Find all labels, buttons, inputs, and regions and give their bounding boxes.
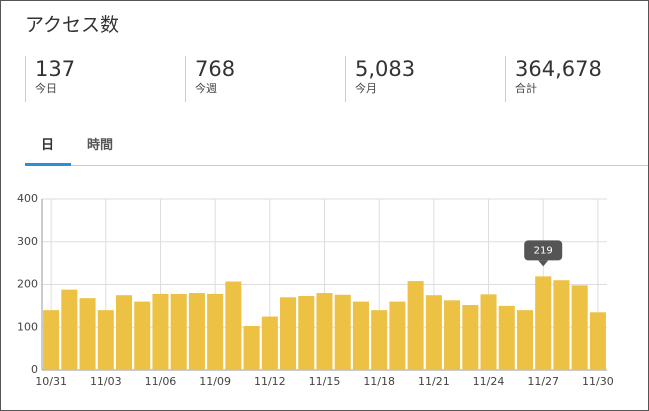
bar — [261, 316, 278, 370]
tab-divider — [25, 165, 648, 166]
bar — [480, 294, 497, 370]
x-tick-label: 11/12 — [254, 375, 286, 388]
bar — [553, 280, 570, 370]
bar — [334, 294, 351, 370]
page-title: アクセス数 — [25, 14, 120, 36]
bar — [589, 312, 606, 370]
stat-value: 364,678 — [515, 57, 602, 81]
bar — [188, 293, 205, 370]
bar — [462, 305, 479, 370]
x-tick-label: 11/09 — [199, 375, 231, 388]
stat-label: 今週 — [195, 82, 217, 95]
y-tick-label: 400 — [17, 192, 38, 205]
tab[interactable]: 時間 — [87, 138, 114, 153]
bar — [407, 281, 424, 370]
stat: 364,678 合計 — [505, 56, 645, 102]
tab-indicator — [25, 163, 71, 166]
x-tick-label: 11/18 — [363, 375, 395, 388]
bar — [97, 310, 114, 370]
bar — [243, 325, 260, 370]
bar — [571, 285, 588, 370]
y-tick-label: 200 — [17, 278, 38, 291]
bar — [516, 310, 534, 370]
bar — [61, 289, 78, 370]
bar — [352, 301, 369, 370]
stat-label: 合計 — [515, 82, 537, 95]
y-tick-label: 0 — [31, 363, 38, 376]
bar — [170, 293, 187, 370]
stat: 5,083 今月 — [345, 56, 505, 102]
stat-label: 今日 — [35, 82, 57, 95]
bar — [298, 296, 315, 370]
bar — [444, 300, 461, 370]
stat-value: 5,083 — [355, 57, 416, 81]
bar — [316, 293, 333, 370]
x-tick-label: 10/31 — [35, 375, 67, 388]
x-tick-label: 11/06 — [145, 375, 177, 388]
bar — [371, 310, 388, 370]
x-tick-label: 11/30 — [582, 375, 614, 388]
stat-value: 768 — [195, 57, 236, 81]
x-tick-label: 11/24 — [473, 375, 505, 388]
y-tick-label: 300 — [17, 235, 38, 248]
x-tick-label: 11/21 — [418, 375, 450, 388]
chart: 0 100 200 300 400 10/31 11/03 11/06 11/09 11/12 11… — [17, 192, 614, 388]
y-tick-label: 100 — [17, 320, 38, 333]
bar — [79, 298, 96, 370]
tooltip-pointer — [538, 260, 549, 267]
stat: 768 今週 — [185, 56, 345, 102]
tooltip-box — [524, 240, 563, 261]
bar — [425, 295, 442, 370]
bar — [152, 293, 169, 370]
bar — [498, 305, 515, 370]
tab[interactable]: 日 — [41, 138, 55, 153]
bar — [389, 301, 406, 370]
bar — [535, 276, 552, 370]
x-tick-label: 11/27 — [527, 375, 559, 388]
bar — [115, 295, 133, 370]
bar — [134, 301, 151, 370]
bar — [280, 297, 297, 370]
x-tick-label: 11/03 — [90, 375, 122, 388]
stat: 137 今日 — [25, 56, 185, 102]
bar — [225, 281, 242, 370]
x-tick-label: 11/15 — [309, 375, 341, 388]
bar — [207, 293, 224, 370]
bar — [43, 310, 60, 370]
stat-label: 今月 — [355, 82, 377, 95]
stat-value: 137 — [35, 57, 76, 81]
tooltip-value: 219 — [534, 245, 553, 256]
